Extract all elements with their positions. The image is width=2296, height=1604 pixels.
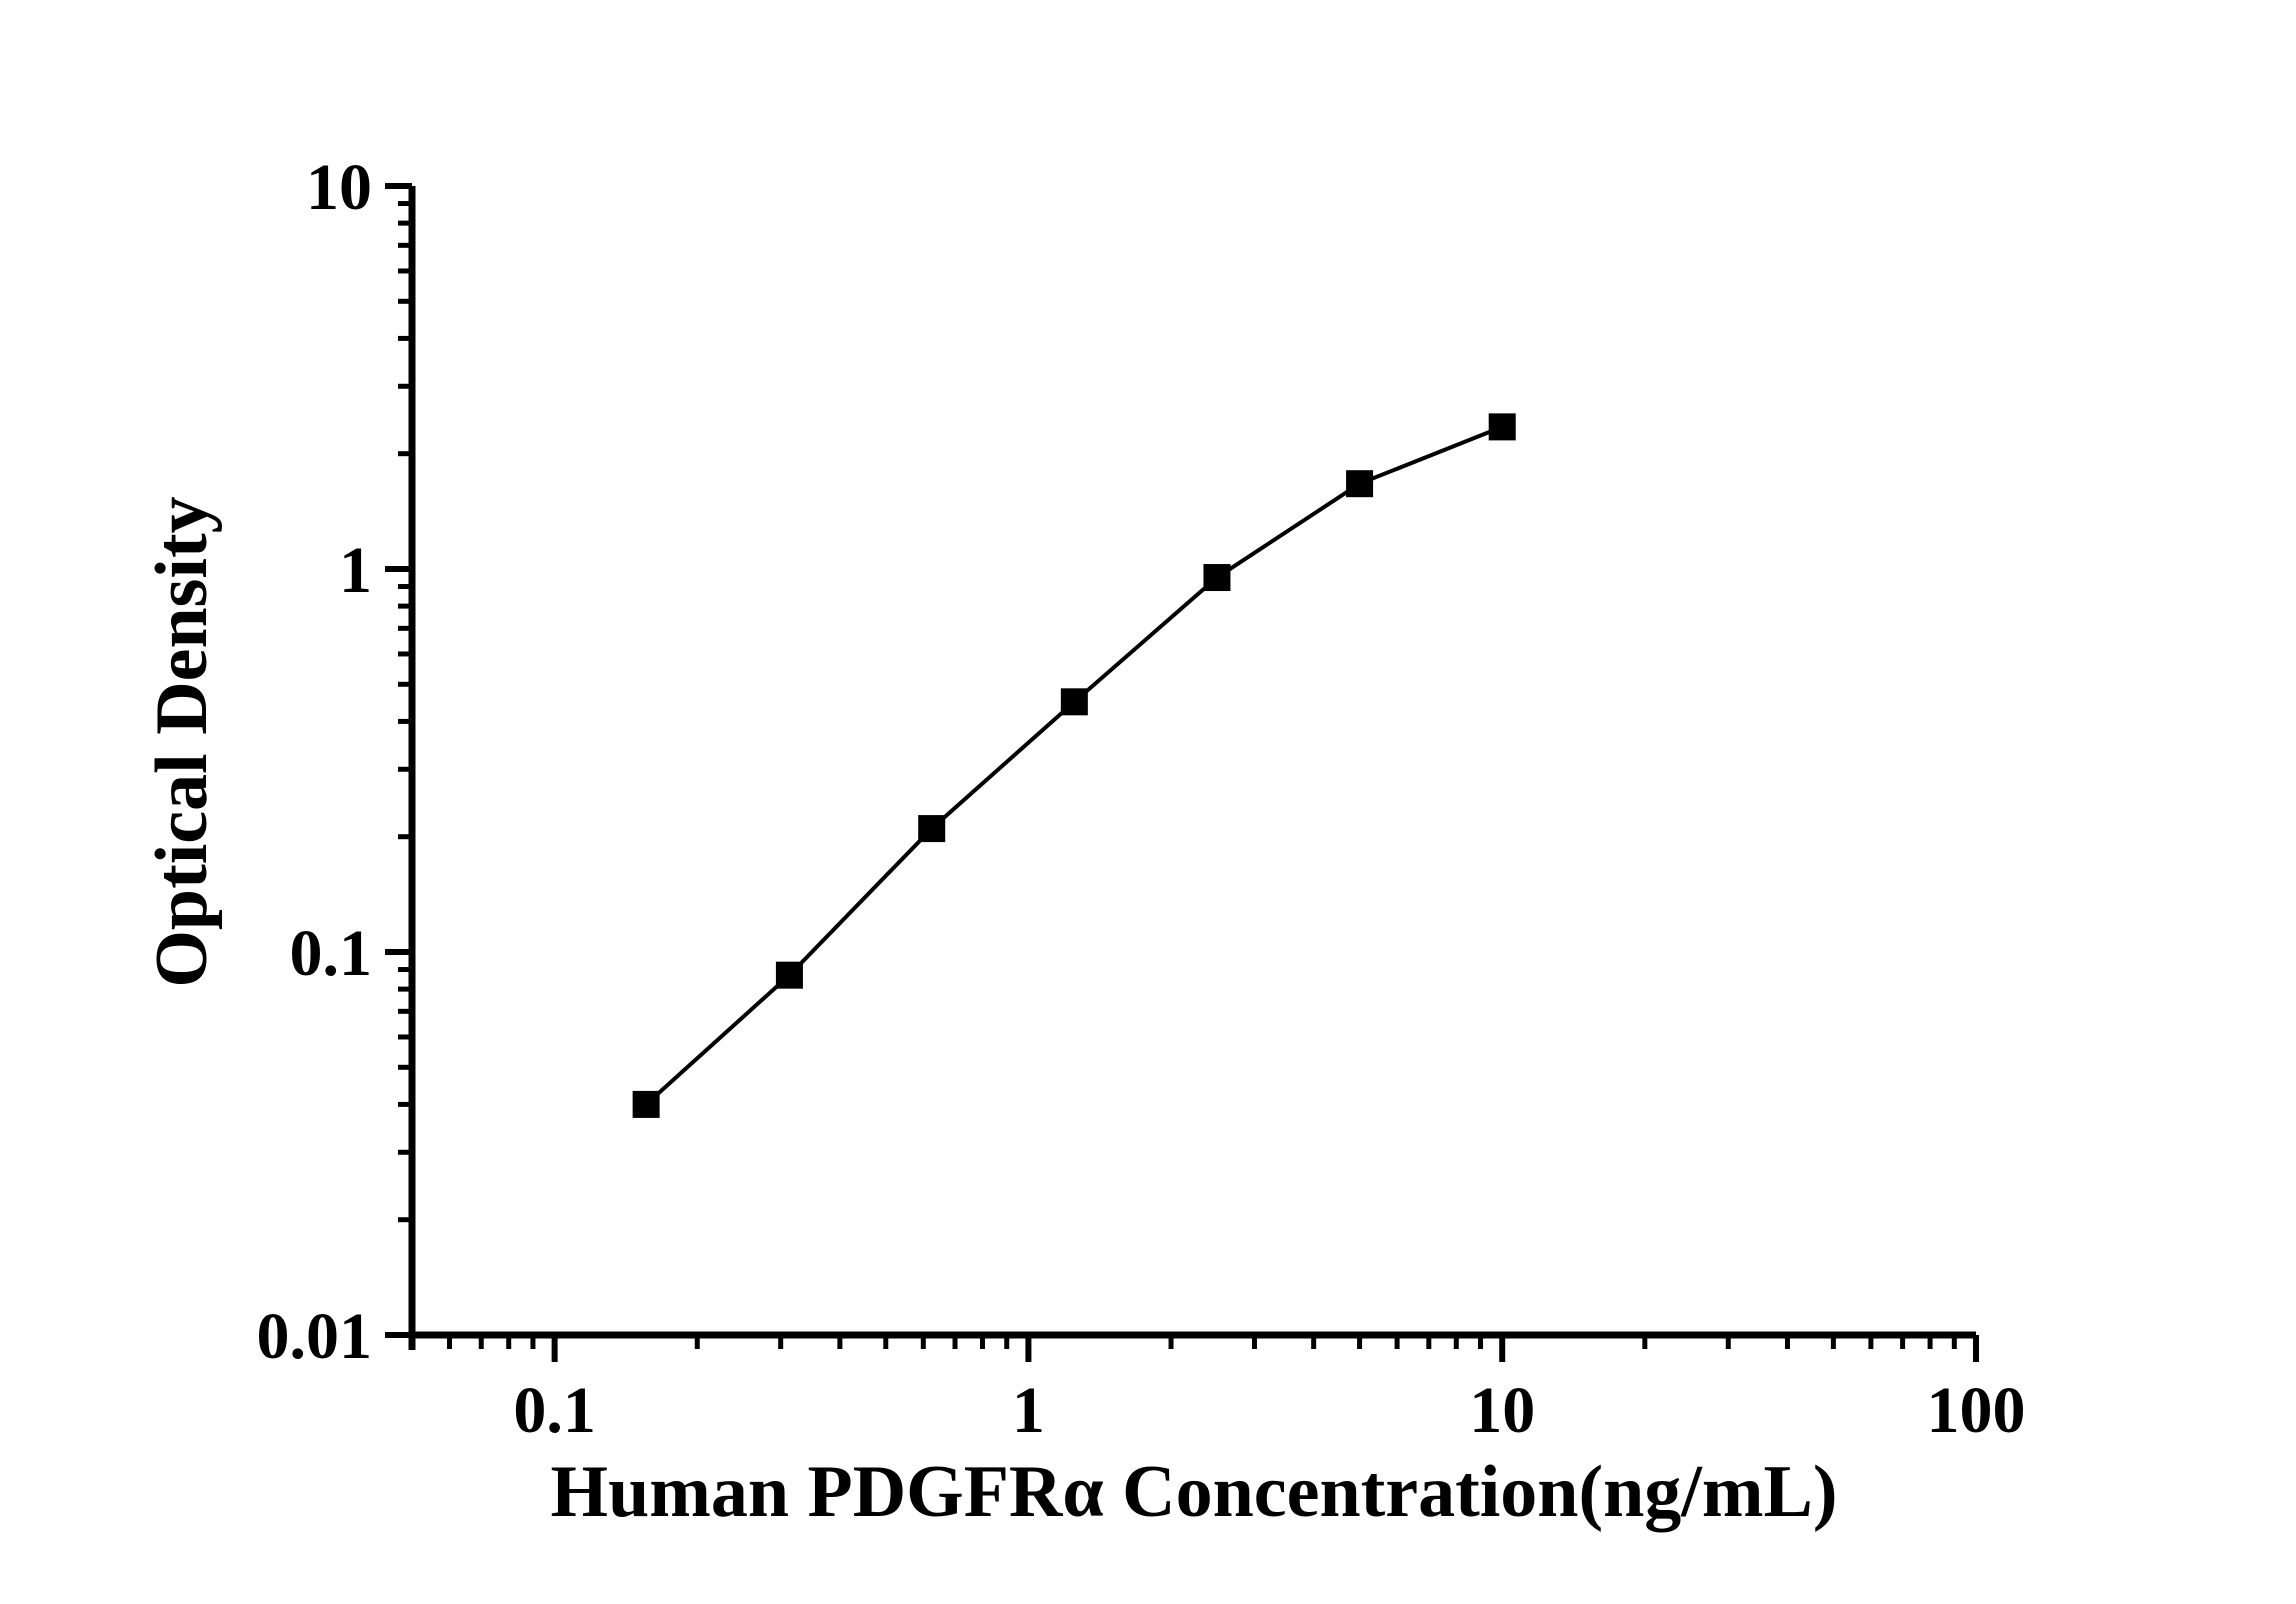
data-point-marker <box>1346 470 1374 498</box>
x-tick-label: 100 <box>1927 1374 2026 1447</box>
x-tick-label: 0.1 <box>513 1374 596 1447</box>
x-tick-label: 10 <box>1469 1374 1535 1447</box>
data-point-marker <box>1060 688 1088 716</box>
x-axis-title: Human PDGFRα Concentration(ng/mL) <box>551 1451 1838 1533</box>
y-tick-label: 0.01 <box>257 1300 373 1373</box>
y-axis-title: Optical Density <box>141 496 223 987</box>
y-tick-label: 0.1 <box>290 917 373 990</box>
x-tick-label: 1 <box>1012 1374 1045 1447</box>
data-point-marker <box>918 815 946 843</box>
plot-area: 0.1 1 10 100 0.01 0.1 1 10 <box>257 151 2026 1447</box>
data-point-marker <box>775 961 803 989</box>
y-tick-label: 1 <box>339 534 372 607</box>
data-point-marker <box>632 1090 660 1118</box>
data-point-marker <box>1488 413 1516 441</box>
y-tick-label: 10 <box>306 151 372 224</box>
series-line <box>644 425 1503 1106</box>
data-point-marker <box>1203 564 1231 592</box>
